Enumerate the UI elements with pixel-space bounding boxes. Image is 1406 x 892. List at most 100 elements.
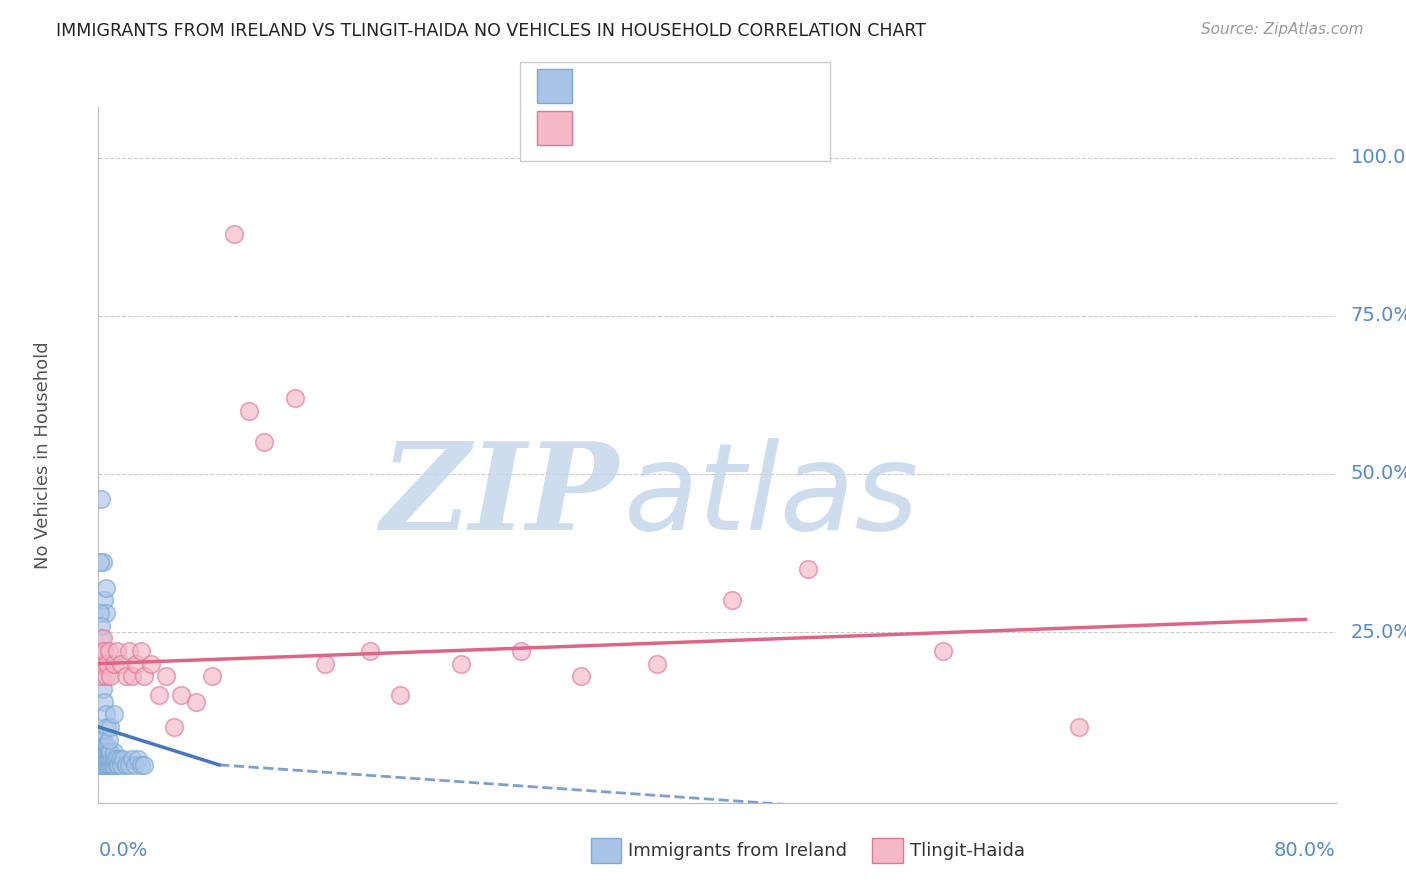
Point <box>91 669 114 683</box>
Point <box>96 739 118 753</box>
Point <box>111 751 134 765</box>
Point <box>93 593 115 607</box>
Point <box>89 745 111 759</box>
Point <box>90 745 112 759</box>
Point <box>389 688 412 702</box>
Point <box>110 657 132 671</box>
Point <box>96 745 118 759</box>
Point <box>98 751 121 765</box>
Text: N =  41: N = 41 <box>692 118 766 137</box>
Point <box>101 751 124 765</box>
Point <box>96 751 118 765</box>
Point <box>94 669 117 683</box>
Point <box>89 606 111 620</box>
Point <box>125 657 148 671</box>
Point <box>90 669 112 683</box>
Text: 0.0%: 0.0% <box>98 841 148 860</box>
Point <box>569 669 592 683</box>
Point <box>89 757 111 772</box>
Point <box>93 695 115 709</box>
Point <box>90 732 112 747</box>
Point <box>105 644 128 658</box>
Point <box>91 556 114 570</box>
Text: Tlingit-Haida: Tlingit-Haida <box>910 842 1025 860</box>
Point <box>117 757 139 772</box>
Point <box>284 391 307 405</box>
Point <box>94 707 117 722</box>
Point <box>132 669 155 683</box>
Text: 50.0%: 50.0% <box>1351 465 1406 483</box>
Point <box>107 757 129 772</box>
Text: Source: ZipAtlas.com: Source: ZipAtlas.com <box>1201 22 1364 37</box>
Point <box>91 657 114 671</box>
Text: -0.080: -0.080 <box>613 76 675 95</box>
Point <box>100 745 122 759</box>
Point <box>94 581 117 595</box>
Point <box>90 757 112 772</box>
Point <box>98 732 121 747</box>
Point <box>94 745 117 759</box>
Point <box>100 720 122 734</box>
Point <box>314 657 336 671</box>
Point <box>163 720 186 734</box>
Text: No Vehicles in Household: No Vehicles in Household <box>34 341 52 569</box>
Point <box>796 562 818 576</box>
Point <box>90 644 112 658</box>
Point <box>509 644 531 658</box>
Point <box>114 669 136 683</box>
Point <box>89 556 111 570</box>
Text: R =  0.070: R = 0.070 <box>582 118 686 137</box>
Point <box>129 757 152 772</box>
Point <box>96 657 118 671</box>
Point <box>90 492 112 507</box>
Text: 25.0%: 25.0% <box>1351 623 1406 641</box>
Point <box>100 757 122 772</box>
Point <box>90 739 112 753</box>
Point <box>91 745 114 759</box>
Point <box>89 657 111 671</box>
Point <box>103 745 125 759</box>
Text: ZIP: ZIP <box>380 437 619 556</box>
Point <box>98 745 121 759</box>
Point <box>103 757 125 772</box>
Point <box>121 751 143 765</box>
Point <box>148 688 170 702</box>
Point <box>90 618 112 632</box>
Point <box>127 751 149 765</box>
Point <box>98 757 121 772</box>
Point <box>94 757 117 772</box>
Point <box>121 669 143 683</box>
Point <box>91 757 114 772</box>
Point <box>110 757 132 772</box>
Text: 80.0%: 80.0% <box>1274 841 1336 860</box>
Point <box>103 657 125 671</box>
Point <box>100 751 122 765</box>
Point <box>359 644 381 658</box>
Point <box>103 751 125 765</box>
Point <box>93 751 115 765</box>
Point <box>89 657 111 671</box>
Text: 0.070: 0.070 <box>613 118 668 137</box>
Point <box>108 751 131 765</box>
Text: 100.0%: 100.0% <box>1351 148 1406 167</box>
Point <box>93 644 115 658</box>
Point <box>93 644 115 658</box>
Point <box>155 669 177 683</box>
Point <box>91 732 114 747</box>
Point <box>90 632 112 646</box>
Point <box>100 669 122 683</box>
Point <box>224 227 246 241</box>
Point <box>932 644 955 658</box>
Point <box>91 632 114 646</box>
Point <box>721 593 744 607</box>
Point <box>98 644 121 658</box>
Point <box>186 695 208 709</box>
Text: 75.0%: 75.0% <box>1351 306 1406 326</box>
Point <box>90 751 112 765</box>
Text: N = 70: N = 70 <box>692 76 759 95</box>
Point <box>238 403 260 417</box>
Text: atlas: atlas <box>624 438 920 555</box>
Point <box>89 751 111 765</box>
Point <box>124 757 146 772</box>
Point <box>94 606 117 620</box>
